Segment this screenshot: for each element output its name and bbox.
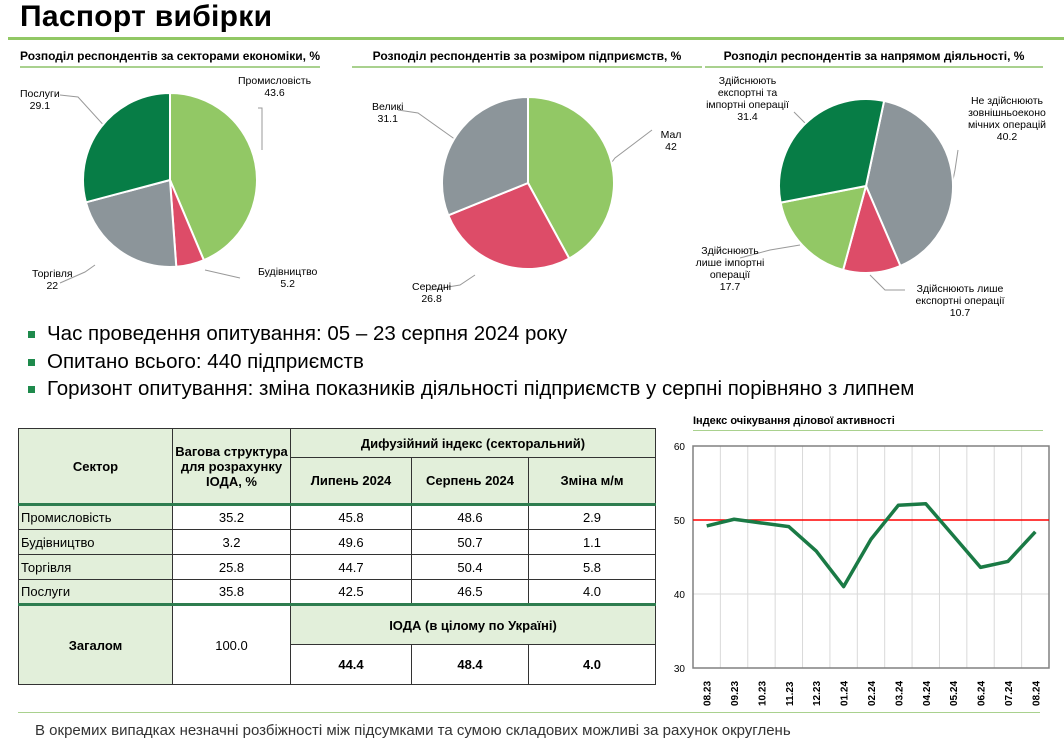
- header-august: Серпень 2024: [411, 457, 529, 505]
- series-line: [706, 501, 1037, 589]
- pie3-slice-2: [779, 184, 868, 272]
- header-diffusion: Дифузійний індекс (секторальний): [290, 428, 656, 458]
- header-sector: Сектор: [18, 428, 173, 505]
- ioda-july: 44.4: [290, 644, 412, 685]
- pie2-slice-2: [441, 95, 529, 217]
- x-tick-label: 01.24: [840, 681, 851, 706]
- y-tick-label: 40: [674, 590, 686, 601]
- x-tick-label: 08.23: [703, 681, 714, 706]
- total-weight: 100.0: [172, 603, 291, 685]
- bullet-horizon: Горизонт опитування: зміна показників ді…: [28, 377, 914, 401]
- pie3-label-exp-imp: Здійснюють експортні та імпортні операці…: [706, 75, 789, 123]
- plot-frame: [692, 445, 1050, 669]
- table-row: Будівництво 3.2 49.6 50.7 1.1: [18, 529, 656, 555]
- bullet-icon: [28, 385, 35, 393]
- y-tick-label: 60: [674, 442, 686, 453]
- header-july: Липень 2024: [290, 457, 412, 505]
- x-tick-label: 06.24: [977, 681, 988, 706]
- pie1-label-trade: Торгівля 22: [32, 268, 73, 292]
- bullet-icon: [28, 358, 35, 366]
- pie3-label-imp-only: Здійснюють лише імпортні операції 17.7: [695, 245, 765, 293]
- table-row: Послуги 35.8 42.5 46.5 4.0: [18, 579, 656, 605]
- pie-title-sectors: Розподіл респондентів за секторами еконо…: [20, 49, 320, 68]
- pie1-label-construction: Будівництво 5.2: [258, 266, 318, 290]
- pie2-label-medium: Середні 26.8: [412, 281, 452, 305]
- total-label: Загалом: [18, 603, 173, 685]
- ioda-label: ІОДА (в цілому по Україні): [290, 603, 656, 645]
- ioda-change: 4.0: [528, 644, 656, 685]
- pie1-label-services: Послуги 29.1: [20, 88, 60, 112]
- title-divider: [8, 37, 1064, 40]
- x-tick-label: 11.23: [785, 681, 796, 706]
- footnote: В окремих випадках незначні розбіжності …: [35, 722, 791, 739]
- pie3-slice-0: [864, 99, 954, 268]
- x-tick-label: 09.23: [730, 681, 741, 706]
- y-tick-label: 50: [674, 516, 686, 527]
- header-change: Зміна м/м: [528, 457, 656, 505]
- ioda-august: 48.4: [411, 644, 529, 685]
- pie1-slice-2: [84, 178, 178, 268]
- pie1-slice-0: [169, 91, 258, 262]
- pie3-slice-3: [778, 98, 886, 204]
- x-tick-label: 03.24: [894, 681, 905, 706]
- pie-title-activity: Розподіл респондентів за напрямом діяльн…: [705, 49, 1043, 68]
- pie1-label-industry: Промисловість 43.6: [238, 75, 312, 99]
- pie3-label-exp-only: Здійснюють лише експортні операції 10.7: [915, 283, 1005, 319]
- pie1-slice-3: [82, 91, 171, 204]
- bullet-survey-period: Час проведення опитування: 05 – 23 серпн…: [28, 322, 567, 346]
- table-row: Промисловість 35.2 45.8 48.6 2.9: [18, 503, 656, 530]
- footnote-divider: [18, 712, 1040, 713]
- x-tick-label: 05.24: [949, 681, 960, 706]
- pie2-slice-1: [446, 181, 571, 270]
- x-tick-label: 02.24: [867, 681, 878, 706]
- x-tick-label: 10.23: [757, 681, 768, 706]
- page-title: Паспорт вибірки: [20, 0, 273, 33]
- x-tick-label: 04.24: [922, 681, 933, 706]
- line-chart-title: Індекс очікування ділової активності: [693, 415, 1043, 431]
- x-tick-label: 12.23: [812, 681, 823, 706]
- pie2-slice-0: [527, 95, 615, 260]
- x-tick-label: 08.24: [1031, 681, 1042, 706]
- header-weight: Вагова структура для розрахунку ІОДА, %: [172, 428, 291, 505]
- pie3-label-none: Не здійснюють зовнішньоеконо мічних опер…: [967, 95, 1047, 143]
- pie-charts: [59, 91, 959, 291]
- bullet-icon: [28, 330, 35, 338]
- pie2-label-small: Мал 42: [660, 129, 682, 153]
- pie-title-size: Розподіл респондентів за розміром підпри…: [352, 49, 702, 68]
- bullet-respondents: Опитано всього: 440 підприємств: [28, 350, 364, 374]
- y-tick-label: 30: [674, 664, 686, 675]
- table-row: Торгівля 25.8 44.7 50.4 5.8: [18, 554, 656, 580]
- pie2-label-large: Великі 31.1: [372, 101, 404, 125]
- sector-index-table: Сектор Вагова структура для розрахунку І…: [18, 428, 656, 685]
- x-tick-label: 07.24: [1004, 681, 1015, 706]
